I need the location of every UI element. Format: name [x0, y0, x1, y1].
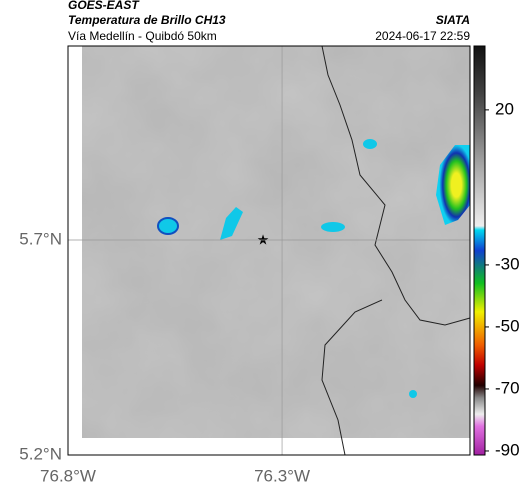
- colorbar-tick-label: -70: [495, 378, 520, 397]
- cold-cloud: [157, 217, 179, 235]
- cloud-texture: [82, 46, 470, 438]
- cold-cloud: [220, 207, 243, 240]
- title: GOES-EAST: [68, 0, 140, 12]
- cold-cloud: [363, 139, 377, 149]
- source: SIATA: [436, 13, 470, 27]
- map-frame: [67, 45, 471, 456]
- border: [321, 299, 383, 456]
- y-tick-label: 5.2°N: [19, 444, 62, 463]
- route: Vía Medellín - Quibdó 50km: [68, 29, 217, 43]
- timestamp: 2024-06-17 22:59: [375, 29, 470, 43]
- subtitle: Temperatura de Brillo CH13: [68, 13, 226, 27]
- x-tick-label: 76.8°W: [40, 466, 96, 485]
- x-tick-label: 76.3°W: [254, 466, 310, 485]
- colorbar: [473, 45, 486, 456]
- border: [321, 45, 471, 326]
- cold-cloud: [409, 390, 417, 398]
- cold-cloud: [321, 222, 345, 232]
- colorbar-tick-label: -90: [495, 440, 520, 459]
- convective-storm: [436, 145, 470, 225]
- map-panel: ★: [67, 45, 471, 456]
- colorbar-tick-label: 20: [495, 99, 514, 118]
- colorbar-tick-label: -30: [495, 254, 520, 273]
- y-tick-label: 5.7°N: [19, 229, 62, 248]
- colorbar-tick-label: -50: [495, 316, 520, 335]
